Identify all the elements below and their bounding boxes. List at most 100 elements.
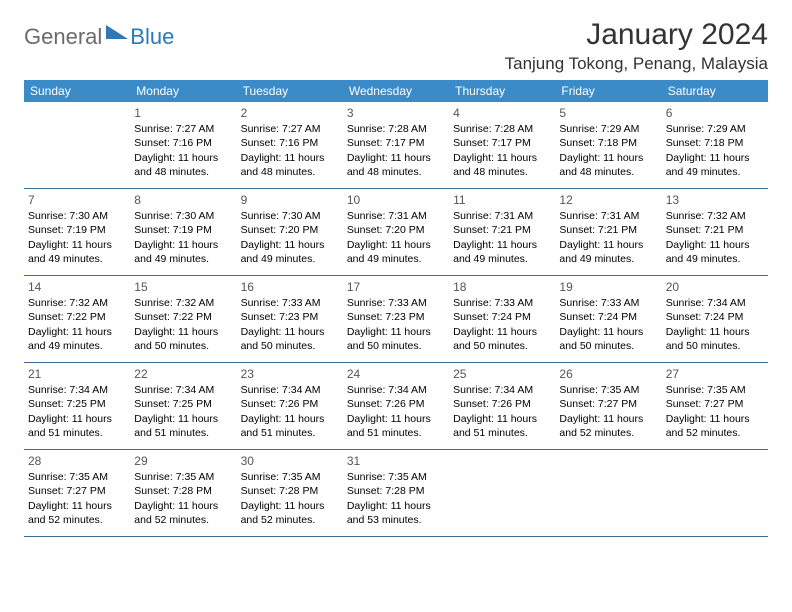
day-number: 17 xyxy=(347,279,445,295)
sunset-text: Sunset: 7:26 PM xyxy=(241,397,339,411)
sunset-text: Sunset: 7:21 PM xyxy=(453,223,551,237)
sunrise-text: Sunrise: 7:34 AM xyxy=(666,296,764,310)
day-number: 21 xyxy=(28,366,126,382)
dow-tuesday: Tuesday xyxy=(237,80,343,102)
daylight-text: Daylight: 11 hours and 49 minutes. xyxy=(28,325,126,353)
sunset-text: Sunset: 7:21 PM xyxy=(666,223,764,237)
daylight-text: Daylight: 11 hours and 52 minutes. xyxy=(241,499,339,527)
day-number: 19 xyxy=(559,279,657,295)
sunset-text: Sunset: 7:22 PM xyxy=(28,310,126,324)
day-number: 25 xyxy=(453,366,551,382)
day-number: 6 xyxy=(666,105,764,121)
calendar-cell: 11Sunrise: 7:31 AMSunset: 7:21 PMDayligh… xyxy=(449,189,555,275)
sunrise-text: Sunrise: 7:30 AM xyxy=(241,209,339,223)
calendar-cell: 30Sunrise: 7:35 AMSunset: 7:28 PMDayligh… xyxy=(237,450,343,536)
calendar-cell: 6Sunrise: 7:29 AMSunset: 7:18 PMDaylight… xyxy=(662,102,768,188)
sunset-text: Sunset: 7:19 PM xyxy=(28,223,126,237)
sunset-text: Sunset: 7:19 PM xyxy=(134,223,232,237)
sunset-text: Sunset: 7:20 PM xyxy=(347,223,445,237)
calendar-cell: 26Sunrise: 7:35 AMSunset: 7:27 PMDayligh… xyxy=(555,363,661,449)
calendar-cell: 16Sunrise: 7:33 AMSunset: 7:23 PMDayligh… xyxy=(237,276,343,362)
daylight-text: Daylight: 11 hours and 50 minutes. xyxy=(666,325,764,353)
day-number: 7 xyxy=(28,192,126,208)
calendar-cell xyxy=(555,450,661,536)
day-number: 13 xyxy=(666,192,764,208)
calendar-page: General Blue January 2024 Tanjung Tokong… xyxy=(0,0,792,553)
calendar-cell: 22Sunrise: 7:34 AMSunset: 7:25 PMDayligh… xyxy=(130,363,236,449)
day-number: 9 xyxy=(241,192,339,208)
sunrise-text: Sunrise: 7:29 AM xyxy=(666,122,764,136)
daylight-text: Daylight: 11 hours and 50 minutes. xyxy=(241,325,339,353)
daylight-text: Daylight: 11 hours and 52 minutes. xyxy=(28,499,126,527)
day-number: 1 xyxy=(134,105,232,121)
daylight-text: Daylight: 11 hours and 49 minutes. xyxy=(28,238,126,266)
sunrise-text: Sunrise: 7:31 AM xyxy=(453,209,551,223)
sunset-text: Sunset: 7:26 PM xyxy=(453,397,551,411)
daylight-text: Daylight: 11 hours and 50 minutes. xyxy=(347,325,445,353)
sunrise-text: Sunrise: 7:34 AM xyxy=(28,383,126,397)
calendar-cell: 14Sunrise: 7:32 AMSunset: 7:22 PMDayligh… xyxy=(24,276,130,362)
logo-text-general: General xyxy=(24,24,102,50)
title-block: January 2024 Tanjung Tokong, Penang, Mal… xyxy=(505,18,768,74)
logo: General Blue xyxy=(24,24,174,50)
sunset-text: Sunset: 7:18 PM xyxy=(666,136,764,150)
dow-wednesday: Wednesday xyxy=(343,80,449,102)
calendar-cell: 24Sunrise: 7:34 AMSunset: 7:26 PMDayligh… xyxy=(343,363,449,449)
calendar-cell: 29Sunrise: 7:35 AMSunset: 7:28 PMDayligh… xyxy=(130,450,236,536)
weeks-container: 1Sunrise: 7:27 AMSunset: 7:16 PMDaylight… xyxy=(24,102,768,537)
sunset-text: Sunset: 7:24 PM xyxy=(666,310,764,324)
sunset-text: Sunset: 7:28 PM xyxy=(347,484,445,498)
daylight-text: Daylight: 11 hours and 49 minutes. xyxy=(666,151,764,179)
calendar-cell xyxy=(24,102,130,188)
sunrise-text: Sunrise: 7:27 AM xyxy=(241,122,339,136)
logo-triangle-icon xyxy=(106,25,128,39)
dow-sunday: Sunday xyxy=(24,80,130,102)
sunset-text: Sunset: 7:23 PM xyxy=(347,310,445,324)
day-number: 12 xyxy=(559,192,657,208)
calendar-cell: 3Sunrise: 7:28 AMSunset: 7:17 PMDaylight… xyxy=(343,102,449,188)
daylight-text: Daylight: 11 hours and 53 minutes. xyxy=(347,499,445,527)
sunrise-text: Sunrise: 7:35 AM xyxy=(241,470,339,484)
week-row: 28Sunrise: 7:35 AMSunset: 7:27 PMDayligh… xyxy=(24,450,768,537)
sunrise-text: Sunrise: 7:33 AM xyxy=(347,296,445,310)
sunrise-text: Sunrise: 7:32 AM xyxy=(134,296,232,310)
sunset-text: Sunset: 7:22 PM xyxy=(134,310,232,324)
sunrise-text: Sunrise: 7:32 AM xyxy=(666,209,764,223)
dow-saturday: Saturday xyxy=(662,80,768,102)
day-number: 16 xyxy=(241,279,339,295)
day-number: 5 xyxy=(559,105,657,121)
sunset-text: Sunset: 7:21 PM xyxy=(559,223,657,237)
sunrise-text: Sunrise: 7:34 AM xyxy=(134,383,232,397)
calendar-cell: 4Sunrise: 7:28 AMSunset: 7:17 PMDaylight… xyxy=(449,102,555,188)
calendar-cell: 20Sunrise: 7:34 AMSunset: 7:24 PMDayligh… xyxy=(662,276,768,362)
sunset-text: Sunset: 7:27 PM xyxy=(666,397,764,411)
calendar-cell: 23Sunrise: 7:34 AMSunset: 7:26 PMDayligh… xyxy=(237,363,343,449)
daylight-text: Daylight: 11 hours and 50 minutes. xyxy=(134,325,232,353)
location-title: Tanjung Tokong, Penang, Malaysia xyxy=(505,54,768,74)
sunrise-text: Sunrise: 7:28 AM xyxy=(453,122,551,136)
sunrise-text: Sunrise: 7:29 AM xyxy=(559,122,657,136)
sunset-text: Sunset: 7:27 PM xyxy=(559,397,657,411)
daylight-text: Daylight: 11 hours and 48 minutes. xyxy=(134,151,232,179)
day-number: 2 xyxy=(241,105,339,121)
calendar-cell: 15Sunrise: 7:32 AMSunset: 7:22 PMDayligh… xyxy=(130,276,236,362)
sunrise-text: Sunrise: 7:32 AM xyxy=(28,296,126,310)
sunrise-text: Sunrise: 7:27 AM xyxy=(134,122,232,136)
sunset-text: Sunset: 7:18 PM xyxy=(559,136,657,150)
sunrise-text: Sunrise: 7:35 AM xyxy=(559,383,657,397)
daylight-text: Daylight: 11 hours and 48 minutes. xyxy=(559,151,657,179)
dow-thursday: Thursday xyxy=(449,80,555,102)
daylight-text: Daylight: 11 hours and 50 minutes. xyxy=(559,325,657,353)
day-number: 3 xyxy=(347,105,445,121)
sunrise-text: Sunrise: 7:34 AM xyxy=(347,383,445,397)
sunrise-text: Sunrise: 7:35 AM xyxy=(347,470,445,484)
sunrise-text: Sunrise: 7:34 AM xyxy=(453,383,551,397)
sunset-text: Sunset: 7:25 PM xyxy=(28,397,126,411)
day-number: 8 xyxy=(134,192,232,208)
sunrise-text: Sunrise: 7:35 AM xyxy=(666,383,764,397)
sunset-text: Sunset: 7:26 PM xyxy=(347,397,445,411)
day-number: 14 xyxy=(28,279,126,295)
sunset-text: Sunset: 7:24 PM xyxy=(559,310,657,324)
daylight-text: Daylight: 11 hours and 51 minutes. xyxy=(134,412,232,440)
daylight-text: Daylight: 11 hours and 49 minutes. xyxy=(666,238,764,266)
